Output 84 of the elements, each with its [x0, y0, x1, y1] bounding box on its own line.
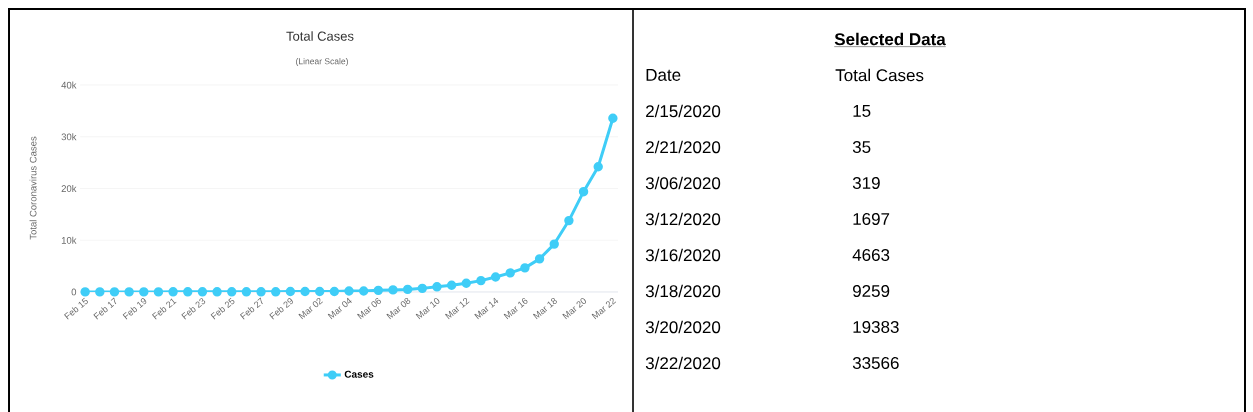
legend-label: Cases — [344, 370, 374, 378]
text: Selected Data — [834, 32, 946, 46]
data-label: 319 — [852, 176, 880, 190]
y-tick-label: 10k — [61, 236, 77, 244]
category-label: 3/22/2020 — [645, 356, 721, 370]
x-tick-label: Feb 21 — [151, 298, 177, 320]
x-tick-label: Mar 08 — [386, 297, 411, 320]
category-label: 3/16/2020 — [645, 248, 721, 262]
x-tick-label: Mar 20 — [562, 298, 587, 320]
x-tick-label: Mar 16 — [503, 297, 528, 320]
point — [285, 286, 296, 297]
point — [212, 287, 222, 297]
point — [446, 280, 457, 290]
x-tick-label: Mar 02 — [298, 297, 323, 320]
point — [402, 284, 413, 295]
x-tick-label: Mar 04 — [327, 297, 352, 320]
x-tick-label: Mar 10 — [415, 298, 440, 320]
text: Total Cases — [835, 68, 924, 82]
point — [520, 263, 530, 273]
point — [300, 286, 310, 297]
category-label: 2/15/2020 — [646, 104, 721, 118]
data-label: 9259 — [853, 284, 890, 298]
point — [549, 239, 559, 249]
x-tick-label: Mar 22 — [591, 297, 617, 320]
category-label: 3/20/2020 — [645, 320, 721, 334]
data-label: 19383 — [853, 320, 899, 334]
chart-title: Total Cases — [286, 31, 354, 41]
data-label: 33566 — [852, 356, 899, 370]
y-tick-label: 40k — [61, 81, 77, 89]
x-tick-label: Mar 12 — [445, 297, 470, 320]
point — [80, 287, 90, 297]
data-label: 1697 — [853, 212, 890, 226]
category-label: 3/18/2020 — [645, 284, 721, 298]
data-label: 35 — [852, 140, 871, 154]
point — [329, 286, 340, 297]
point — [564, 215, 574, 226]
x-tick-label: Feb 15 — [64, 297, 88, 320]
point — [168, 287, 178, 297]
point — [388, 285, 398, 295]
category-label: 3/06/2020 — [645, 176, 721, 190]
chart-subtitle: (Linear Scale) — [296, 58, 348, 66]
x-tick-label: Mar 14 — [474, 297, 499, 320]
point — [256, 287, 266, 297]
point — [109, 287, 120, 297]
point — [124, 287, 134, 297]
point — [432, 282, 442, 292]
point — [578, 186, 589, 197]
y-axis-title: Total Coronavirus Cases — [29, 136, 37, 240]
x-tick-label: Feb 25 — [210, 297, 235, 320]
category-label: 2/21/2020 — [646, 140, 721, 154]
point — [358, 286, 369, 296]
x-tick-label: Feb 17 — [93, 297, 117, 320]
point — [476, 275, 486, 286]
y-tick-label: 30k — [61, 133, 77, 141]
point — [608, 113, 618, 123]
point — [461, 278, 471, 288]
point — [153, 287, 164, 297]
x-tick-label: Feb 29 — [269, 298, 293, 320]
point — [593, 162, 603, 172]
x-tick-label: Feb 27 — [239, 297, 263, 320]
point — [271, 287, 281, 297]
text: Date — [646, 69, 681, 81]
data-label: 4663 — [852, 248, 890, 262]
point — [241, 287, 252, 297]
y-tick-label: 0 — [71, 288, 77, 296]
point — [139, 287, 149, 297]
y-tick-label: 20k — [61, 185, 77, 192]
point — [344, 286, 354, 296]
point — [95, 287, 105, 297]
x-tick-label: Feb 19 — [122, 298, 147, 320]
x-tick-label: Mar 18 — [532, 297, 557, 320]
category-label: 3/12/2020 — [645, 212, 721, 226]
point — [197, 287, 208, 297]
point — [505, 268, 515, 278]
point — [373, 285, 384, 296]
point — [417, 283, 428, 294]
x-tick-label: Mar 06 — [357, 297, 381, 320]
data-label: 15 — [853, 105, 871, 117]
point — [183, 287, 193, 297]
point — [534, 254, 545, 264]
point — [490, 272, 501, 282]
x-tick-label: Feb 23 — [181, 298, 206, 320]
point — [315, 286, 325, 297]
point — [227, 287, 237, 297]
